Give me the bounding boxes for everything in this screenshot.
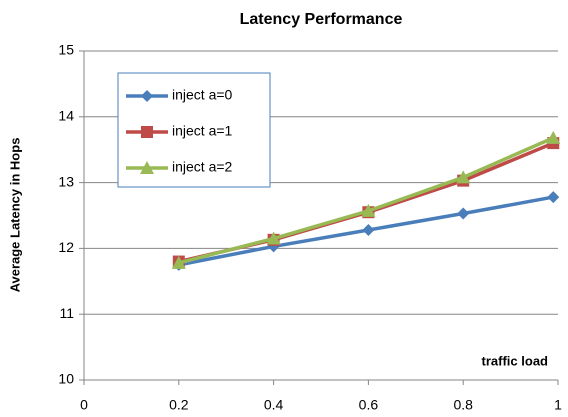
marker [171, 255, 186, 269]
marker [547, 191, 560, 204]
x-tick-label: 0.4 [264, 397, 284, 413]
legend-label: inject a=0 [172, 87, 233, 103]
chart-title: Latency Performance [240, 11, 403, 28]
y-tick-label: 13 [58, 173, 74, 189]
marker [141, 126, 153, 138]
marker [266, 231, 281, 245]
annotation: traffic load [482, 353, 549, 368]
marker [140, 161, 154, 174]
marker [362, 223, 375, 236]
y-tick-label: 12 [58, 239, 74, 255]
marker [361, 203, 376, 217]
x-tick-label: 0 [80, 397, 88, 413]
x-tick-label: 0.2 [169, 397, 189, 413]
y-tick-label: 11 [59, 305, 74, 321]
marker [141, 90, 153, 102]
x-tick-label: 0.8 [453, 397, 473, 413]
y-tick-label: 10 [58, 371, 74, 387]
marker [546, 130, 561, 144]
legend-label: inject a=1 [172, 123, 233, 139]
x-tick-label: 0.6 [359, 397, 379, 413]
x-tick-label: 1 [554, 397, 562, 413]
legend-label: inject a=2 [172, 159, 233, 175]
y-axis-label: Average Latency in Hops [7, 138, 22, 293]
y-tick-label: 14 [58, 108, 74, 124]
y-tick-label: 15 [58, 42, 74, 58]
marker [456, 170, 471, 184]
marker [457, 207, 470, 220]
